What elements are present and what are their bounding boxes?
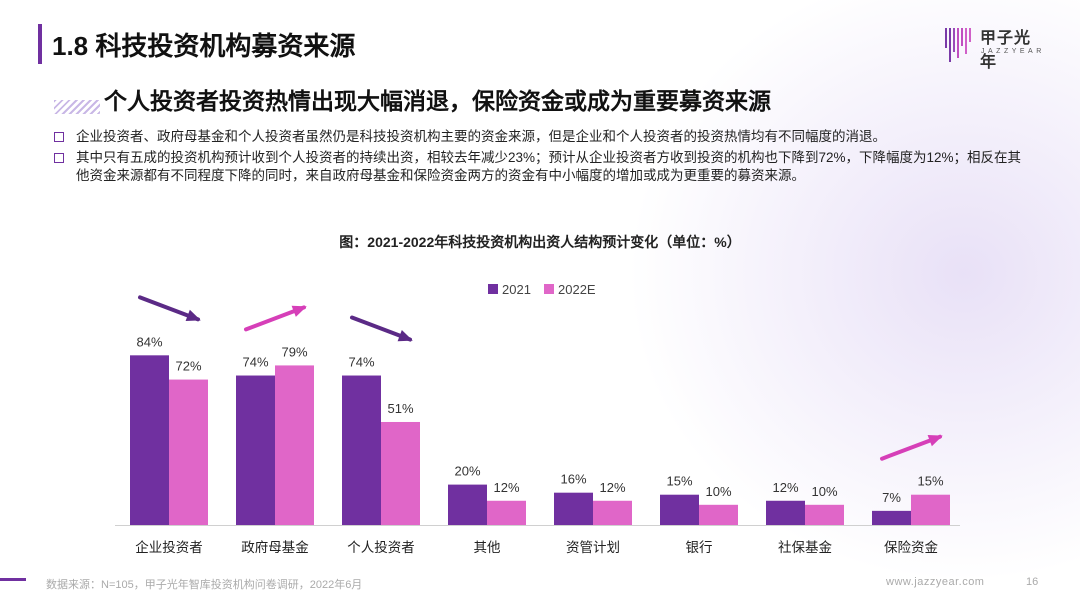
bar xyxy=(342,375,381,525)
page-number: 16 xyxy=(1026,576,1039,588)
bullet-item: 其中只有五成的投资机构预计收到个人投资者的持续出资，相较去年减少23%；预计从企… xyxy=(54,149,1034,185)
bar xyxy=(766,500,805,525)
data-label: 74% xyxy=(348,355,374,370)
trend-arrow-head xyxy=(927,434,943,447)
legend-label: 2022E xyxy=(558,282,596,297)
page-title: 1.8 科技投资机构募资来源 xyxy=(52,31,356,61)
legend-swatch xyxy=(544,284,554,294)
data-label: 72% xyxy=(175,359,201,374)
bar xyxy=(448,484,487,525)
legend-swatch xyxy=(488,284,498,294)
x-tick-label: 企业投资者 xyxy=(135,539,203,555)
bar xyxy=(699,504,738,525)
trend-arrow-head xyxy=(397,330,413,342)
data-label: 74% xyxy=(242,355,268,370)
x-tick-label: 社保基金 xyxy=(778,539,832,555)
bar xyxy=(554,492,593,525)
bullet-item: 企业投资者、政府母基金和个人投资者虽然仍是科技投资机构主要的资金来源，但是企业和… xyxy=(54,128,1034,146)
website-url[interactable]: www.jazzyear.com xyxy=(886,576,985,588)
x-tick-label: 政府母基金 xyxy=(241,539,309,555)
x-tick-label: 银行 xyxy=(686,540,713,555)
logo-name: 甲子光年 xyxy=(980,30,1032,71)
data-label: 15% xyxy=(666,474,692,489)
footer-accent-line xyxy=(0,578,26,581)
trend-arrow-head xyxy=(185,309,201,322)
bar xyxy=(236,375,275,525)
data-label: 12% xyxy=(493,480,519,495)
data-label: 10% xyxy=(705,484,731,499)
bar xyxy=(805,504,844,525)
bar xyxy=(911,494,950,525)
x-tick-label: 其他 xyxy=(474,540,501,555)
data-label: 79% xyxy=(281,344,307,359)
bar xyxy=(275,365,314,525)
data-label: 10% xyxy=(811,484,837,499)
logo-english: JAZZYEAR xyxy=(981,48,1045,55)
bar xyxy=(660,494,699,525)
data-label: 7% xyxy=(882,490,901,505)
bar xyxy=(872,510,911,525)
data-source: 数据来源：N=105，甲子光年智库投资机构问卷调研，2022年6月 xyxy=(46,579,363,591)
subtitle: 个人投资者投资热情出现大幅消退，保险资金或成为重要募资来源 xyxy=(104,88,771,114)
brand-logo: 甲子光年 JAZZYEAR xyxy=(944,22,1045,71)
data-label: 12% xyxy=(772,480,798,495)
x-tick-label: 个人投资者 xyxy=(347,540,415,555)
data-label: 51% xyxy=(387,401,413,416)
bullet-list: 企业投资者、政府母基金和个人投资者虽然仍是科技投资机构主要的资金来源，但是企业和… xyxy=(54,128,1034,188)
bar xyxy=(381,421,420,525)
title-accent-bar xyxy=(38,24,42,64)
chart-title: 图：2021-2022年科技投资机构出资人结构预计变化（单位：%） xyxy=(339,234,741,250)
x-tick-label: 资管计划 xyxy=(566,540,620,555)
subtitle-decoration xyxy=(54,100,100,114)
bar xyxy=(487,500,526,525)
data-label: 20% xyxy=(454,464,480,479)
logo-bars-icon xyxy=(945,28,971,62)
bar xyxy=(593,500,632,525)
data-label: 84% xyxy=(136,334,162,349)
bar xyxy=(130,355,169,525)
x-tick-label: 保险资金 xyxy=(884,540,938,555)
data-label: 12% xyxy=(599,480,625,495)
data-label: 16% xyxy=(560,472,586,487)
legend-label: 2021 xyxy=(502,282,531,297)
bar xyxy=(169,379,208,525)
data-label: 15% xyxy=(917,474,943,489)
trend-arrow-head xyxy=(291,305,307,317)
